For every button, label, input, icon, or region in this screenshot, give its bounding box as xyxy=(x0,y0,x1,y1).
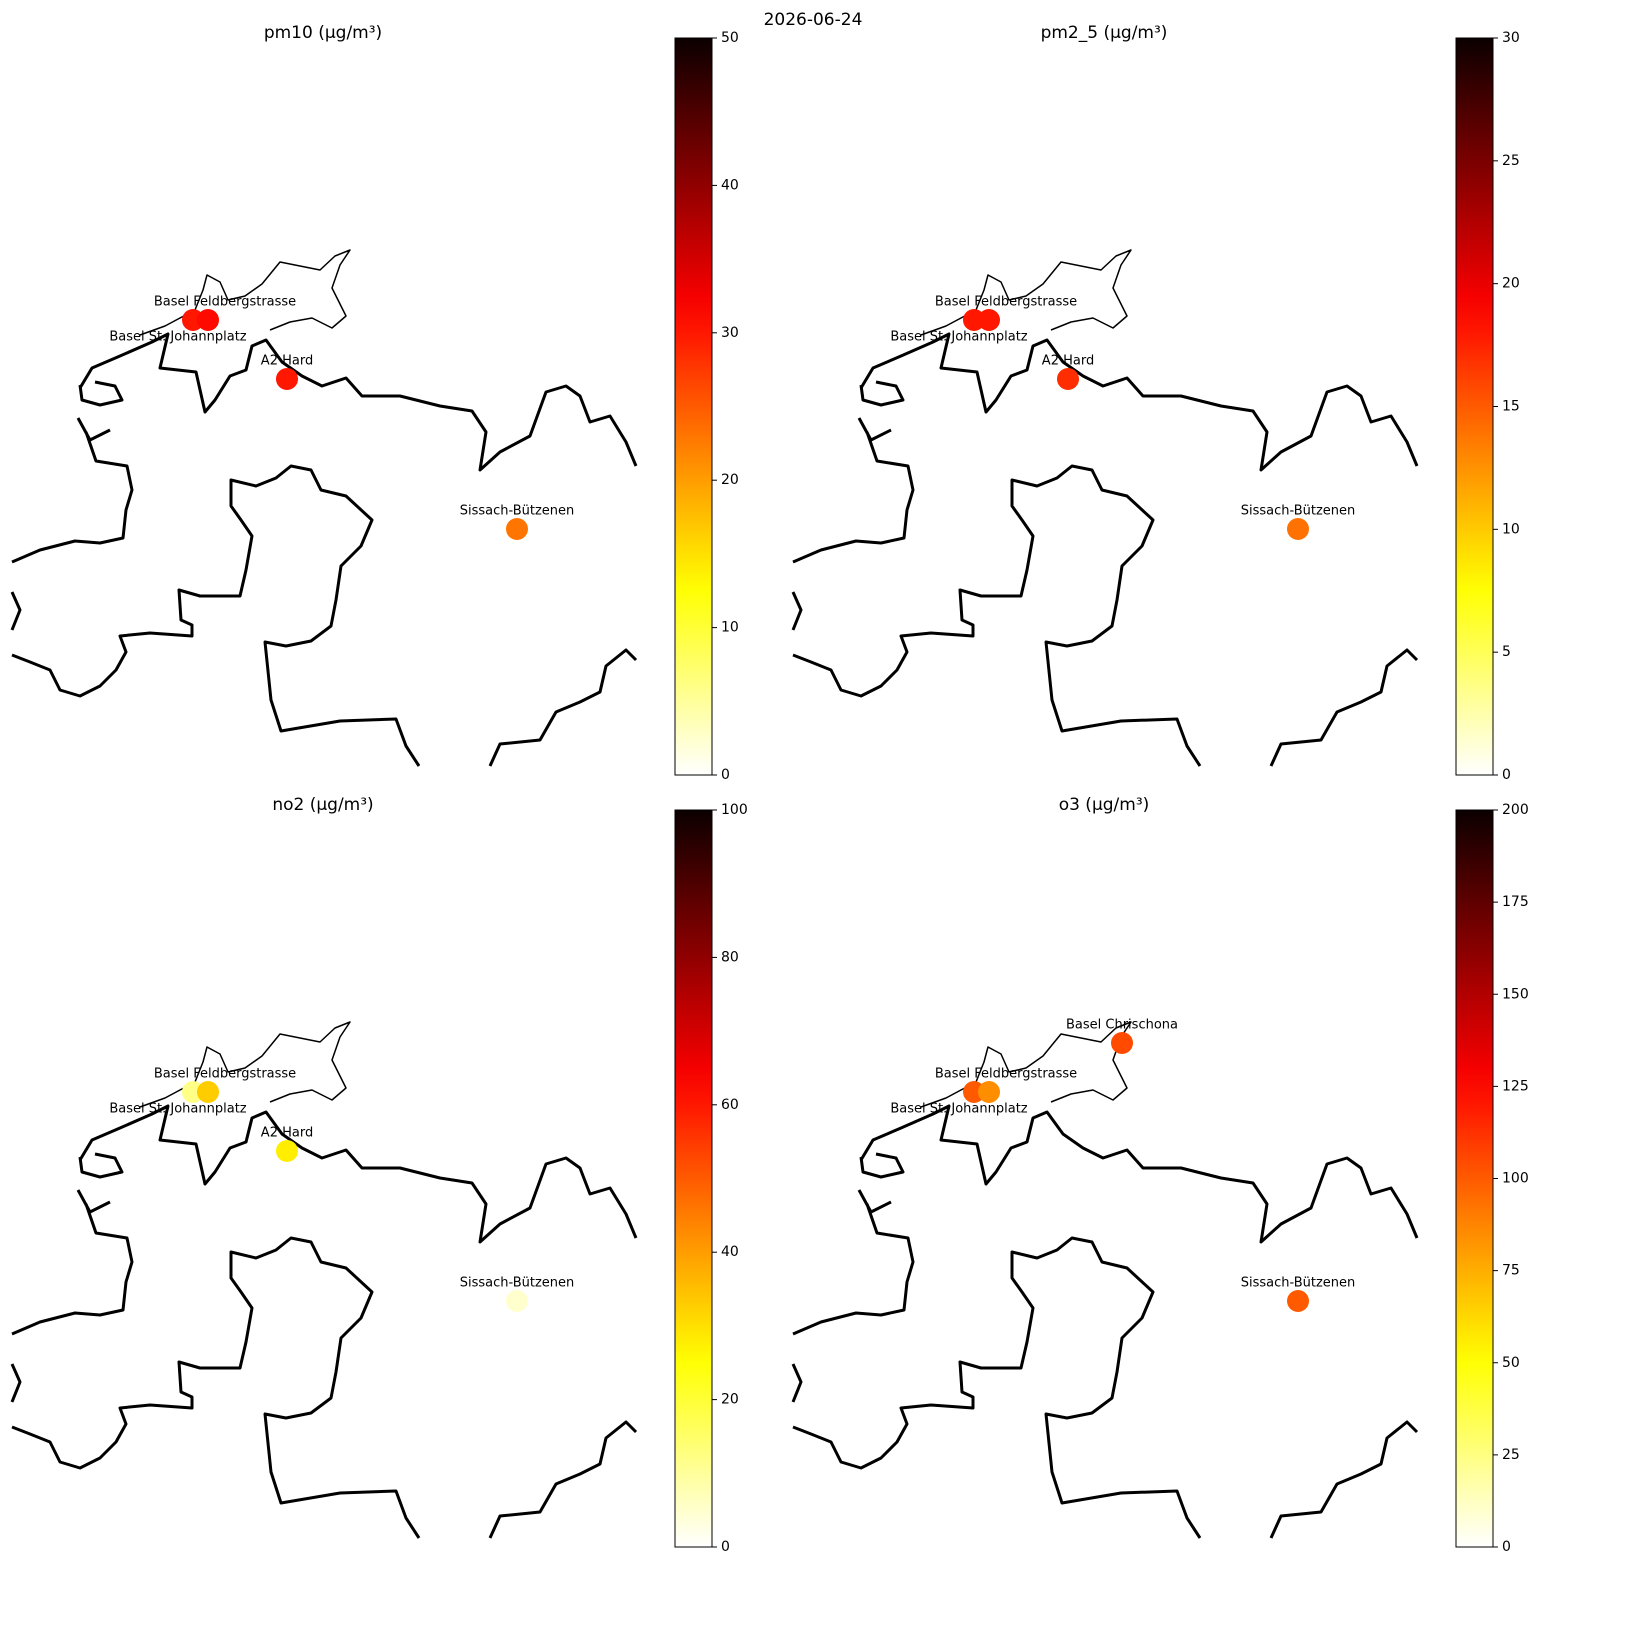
colorbar-tick-label: 0 xyxy=(721,1539,730,1555)
station-marker xyxy=(276,368,298,390)
station-label: Sissach-Bützenen xyxy=(460,1276,575,1291)
colorbar-tick-label: 0 xyxy=(721,767,730,783)
colorbar-tick-label: 40 xyxy=(721,1244,739,1260)
colorbar xyxy=(1455,37,1494,776)
colorbar-tick-label: 25 xyxy=(1502,1447,1520,1463)
station-label: Basel Chrischona xyxy=(1066,1018,1178,1033)
colorbar xyxy=(1455,809,1494,1548)
colorbar-tick-label: 0 xyxy=(1502,1539,1511,1555)
panel-title: no2 (µg/m³) xyxy=(272,795,373,815)
colorbar-tick-label: 40 xyxy=(721,177,739,193)
station-label: Basel Feldbergstrasse xyxy=(154,295,296,310)
station-label: Basel Feldbergstrasse xyxy=(935,1067,1077,1082)
station-marker xyxy=(1057,368,1079,390)
panel-title: o3 (µg/m³) xyxy=(1059,795,1150,815)
colorbar-tick-label: 20 xyxy=(721,472,739,488)
station-marker xyxy=(1111,1032,1133,1054)
station-label: A2 Hard xyxy=(261,354,313,369)
station-label: Basel Feldbergstrasse xyxy=(154,1067,296,1082)
colorbar xyxy=(674,37,713,776)
colorbar-tick-label: 25 xyxy=(1502,153,1520,169)
station-marker xyxy=(506,518,528,540)
station-label: Sissach-Bützenen xyxy=(1241,1276,1356,1291)
station-label: Basel Feldbergstrasse xyxy=(935,295,1077,310)
colorbar-tick-label: 30 xyxy=(721,325,739,341)
station-label: Basel St. Johannplatz xyxy=(109,330,246,345)
colorbar-tick-label: 50 xyxy=(721,30,739,46)
station-marker xyxy=(978,1081,1000,1103)
colorbar-tick-label: 10 xyxy=(1502,521,1520,537)
colorbar-tick-label: 175 xyxy=(1502,894,1529,910)
colorbar-tick-label: 100 xyxy=(721,802,748,818)
colorbar-tick-label: 125 xyxy=(1502,1078,1529,1094)
colorbar-tick-label: 0 xyxy=(1502,767,1511,783)
station-label: A2 Hard xyxy=(261,1126,313,1141)
colorbar-tick-label: 5 xyxy=(1502,644,1511,660)
station-label: Sissach-Bützenen xyxy=(460,504,575,519)
colorbar-tick-label: 80 xyxy=(721,949,739,965)
station-marker xyxy=(1287,1290,1309,1312)
panel-title: pm10 (µg/m³) xyxy=(264,23,382,43)
station-label: Sissach-Bützenen xyxy=(1241,504,1356,519)
station-marker xyxy=(506,1290,528,1312)
colorbar-tick-label: 20 xyxy=(1502,276,1520,292)
station-marker xyxy=(1287,518,1309,540)
station-marker xyxy=(197,309,219,331)
colorbar-tick-label: 20 xyxy=(721,1392,739,1408)
colorbar-tick-label: 100 xyxy=(1502,1171,1529,1187)
colorbar-tick-label: 75 xyxy=(1502,1263,1520,1279)
colorbar-tick-label: 10 xyxy=(721,620,739,636)
station-label: Basel St. Johannplatz xyxy=(890,330,1027,345)
station-label: Basel St. Johannplatz xyxy=(109,1102,246,1117)
colorbar-tick-label: 60 xyxy=(721,1097,739,1113)
colorbar-tick-label: 15 xyxy=(1502,399,1520,415)
colorbar-tick-label: 30 xyxy=(1502,30,1520,46)
colorbar-tick-label: 200 xyxy=(1502,802,1529,818)
station-label: Basel St. Johannplatz xyxy=(890,1102,1027,1117)
panel-title: pm2_5 (µg/m³) xyxy=(1041,23,1168,43)
station-marker xyxy=(276,1140,298,1162)
colorbar-tick-label: 150 xyxy=(1502,986,1529,1002)
colorbar xyxy=(674,809,713,1548)
station-marker xyxy=(978,309,1000,331)
station-marker xyxy=(197,1081,219,1103)
colorbar-tick-label: 50 xyxy=(1502,1355,1520,1371)
figure-title: 2026-06-24 xyxy=(764,10,863,30)
station-label: A2 Hard xyxy=(1042,354,1094,369)
